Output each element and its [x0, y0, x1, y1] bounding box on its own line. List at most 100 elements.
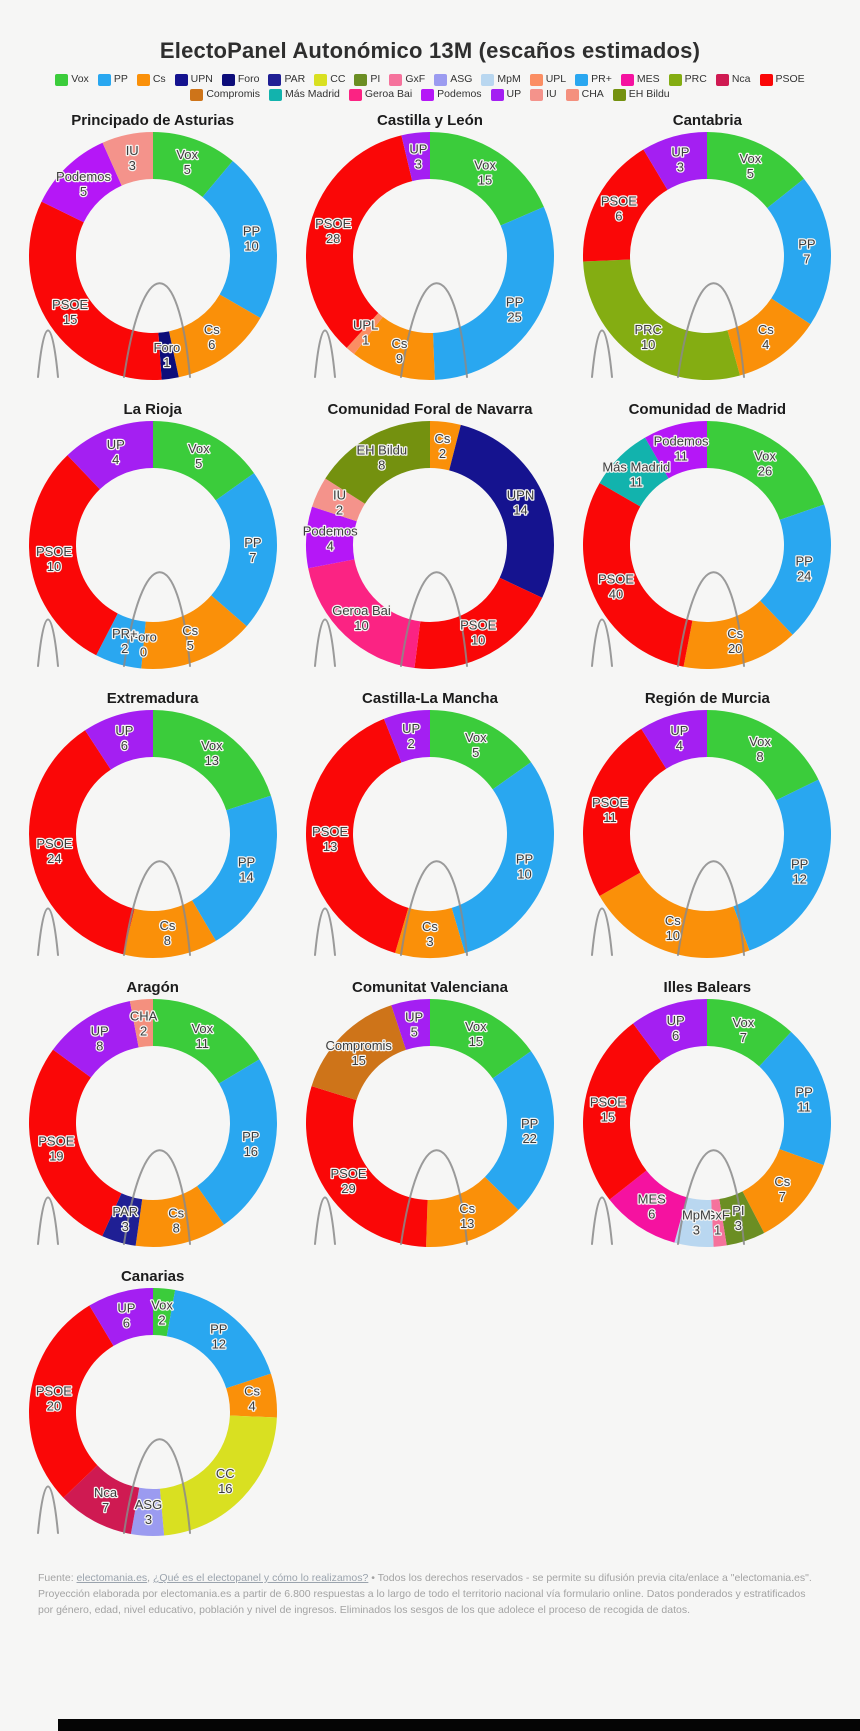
legend-label: PRC	[684, 73, 707, 85]
donut-segment-up	[401, 132, 430, 182]
legend-swatch-icon	[434, 73, 448, 86]
donut-segment-pp	[196, 1059, 277, 1225]
segment-label-pp: PP 10	[242, 224, 259, 254]
donut-chart-castilla-y-le-n: Castilla y León Vox 15 PP 25 Cs 9 UPL 1 PSOE 28 UP 3	[291, 112, 568, 401]
segment-label-vox: Vox 5	[188, 441, 210, 471]
donut-segment-psoe	[28, 1305, 114, 1498]
donut-segment-cs	[135, 1186, 224, 1248]
legend-item-cha: CHA	[565, 87, 604, 102]
legend-label: EH Bildu	[628, 88, 670, 100]
donut-segment-cs	[168, 294, 261, 378]
legend-swatch-icon	[575, 73, 589, 86]
donut-segment-cs	[742, 1149, 824, 1234]
donut-segment-psoe	[28, 730, 135, 955]
donut-segment-up	[67, 421, 153, 490]
trend-line	[36, 1149, 191, 1245]
segment-label-mes: MES 6	[638, 1191, 667, 1221]
segment-label-up: UP 4	[106, 437, 124, 467]
segment-label-mpm: MpM 3	[682, 1207, 711, 1237]
legend-item-nca: Nca	[715, 72, 751, 87]
charts-grid: Principado de Asturias Vox 5 PP 10 Cs 6 Foro 1 PS…	[0, 112, 860, 1557]
donut-segment-pp	[760, 504, 832, 635]
legend-label: PAR	[284, 73, 306, 85]
chart-title: Región de Murcia	[644, 690, 770, 707]
segment-label-vox: Vox 5	[740, 151, 762, 181]
segment-label-pp: PP 7	[799, 237, 816, 267]
trend-line	[313, 1149, 468, 1245]
segment-label-vox: Vox 2	[151, 1297, 173, 1327]
chart-title: Comunidad de Madrid	[628, 401, 787, 418]
segment-label-vox: Vox 13	[201, 738, 223, 768]
segment-label-podemos: Podemos 11	[654, 433, 709, 463]
legend-label: Foro	[237, 73, 260, 85]
donut-segment-vox	[707, 132, 805, 208]
segment-label-pp: PP 24	[796, 554, 813, 584]
legend-item-psoe: PSOE	[759, 72, 805, 87]
donut-segment-par	[101, 1193, 142, 1246]
donut-segment-vox	[707, 421, 825, 520]
page-title: ElectoPanel Autonómico 13M (escaños esti…	[159, 38, 701, 63]
legend-item-up: UP	[490, 87, 521, 102]
segment-label-cs: Cs 13	[459, 1201, 475, 1231]
legend-swatch-icon	[530, 88, 544, 101]
segment-label-vox: Vox 8	[749, 734, 771, 764]
chart-title: Illes Balears	[663, 979, 752, 996]
segment-label-cc: CC 16	[216, 1466, 235, 1496]
footer-link-electomania[interactable]: electomania.es	[76, 1572, 148, 1584]
donut-segment-cs	[354, 316, 435, 381]
donut-segment-cs	[727, 298, 811, 376]
donut-segment-vox	[152, 132, 233, 198]
segment-label-pp: PP 12	[791, 857, 808, 887]
segment-label-cs: Cs 6	[204, 322, 220, 352]
legend-label: Podemos	[437, 88, 482, 100]
segment-label-psoe: PSOE 11	[592, 795, 628, 825]
segment-label-up: UP 3	[409, 142, 427, 172]
bottom-bar	[58, 1719, 860, 1731]
donut-segment-cc	[159, 1415, 277, 1536]
legend-label: PI	[370, 73, 381, 85]
legend-swatch-icon	[190, 88, 204, 101]
donut-segment-iu	[312, 478, 365, 522]
segment-label-cs: Cs 3	[422, 919, 438, 949]
chart-title: Extremadura	[106, 690, 199, 707]
chart-title: Comunidad Foral de Navarra	[327, 401, 533, 418]
segment-label-pp: PP 12	[210, 1322, 227, 1352]
segment-label-vox: Vox 5	[176, 147, 198, 177]
segment-label-vox: Vox 11	[191, 1021, 213, 1051]
legend-item-gxf: GxF	[389, 72, 425, 87]
legend-label: MES	[636, 73, 660, 85]
footer-sep: ,	[147, 1572, 153, 1584]
segment-label-cs: Cs 10	[665, 913, 681, 943]
legend-row-2: Compromis Más Madrid Geroa Bai Podemos UP IU C…	[0, 87, 860, 102]
legend-item-iu: IU	[530, 87, 557, 102]
segment-label-psoe: PSOE 19	[38, 1134, 74, 1164]
segment-label-psoe: PSOE 29	[330, 1166, 366, 1196]
donut-segment-pp	[166, 1289, 271, 1389]
legend-item-pp: PP	[97, 72, 128, 87]
donut-svg: Cs 2 UPN 14 PSOE 10 Geroa Bai 10 Podemos 4 IU 2 EH B…	[301, 421, 554, 669]
legend-swatch-icon	[314, 73, 328, 86]
donut-segment-psoe	[28, 455, 118, 656]
segment-label-cs: Cs 20	[728, 626, 744, 656]
trend-line	[36, 282, 191, 378]
segment-label-cs: Cs 4	[244, 1384, 260, 1414]
donut-segment-up	[633, 999, 708, 1062]
footer-link-electopanel-info[interactable]: ¿Qué es el electopanel y cómo lo realiza…	[153, 1572, 369, 1584]
legend-swatch-icon	[481, 73, 495, 86]
legend-swatch-icon	[490, 88, 504, 101]
donut-chart-regi-n-de-murcia: Región de Murcia Vox 8 PP 12 Cs 10 PSOE 11 UP 4	[569, 690, 846, 979]
segment-label-compromis: Compromis 15	[325, 1038, 392, 1068]
trend-line	[313, 860, 468, 956]
segment-label-pr-: PR+ 2	[112, 626, 138, 656]
legend-item-foro: Foro	[221, 72, 260, 87]
donut-segment-prc	[583, 259, 741, 381]
donut-segment-cs	[122, 900, 216, 959]
segment-label-foro: Foro 0	[130, 630, 157, 660]
legend-label: PSOE	[775, 73, 805, 85]
legend-label: ASG	[450, 73, 473, 85]
segment-label-psoe: PSOE 13	[312, 824, 348, 854]
donut-segment-pp	[759, 1031, 832, 1166]
donut-segment-iu	[102, 132, 153, 186]
donut-segment-vox	[152, 710, 271, 811]
segment-label-psoe: PSOE 24	[36, 836, 72, 866]
